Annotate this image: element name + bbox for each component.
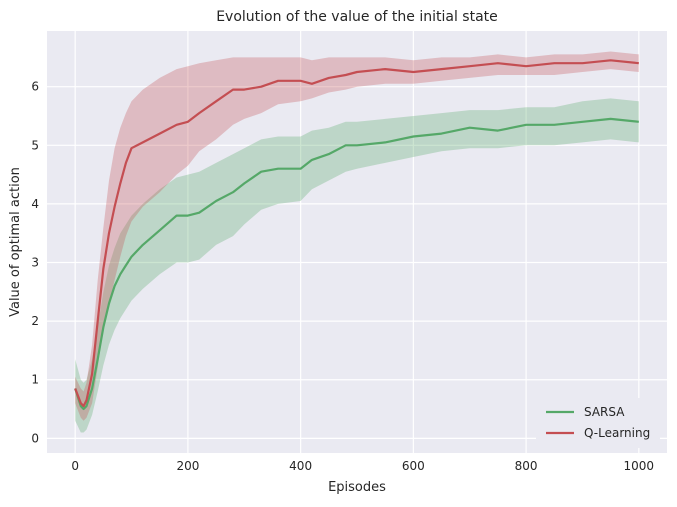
y-tick-label: 4: [31, 197, 39, 211]
chart-title: Evolution of the value of the initial st…: [216, 9, 498, 25]
y-tick-label: 5: [31, 138, 39, 152]
legend-box: [536, 398, 660, 448]
series-lines: [74, 59, 639, 411]
y-tick-label: 1: [31, 373, 39, 387]
x-tick-label: 200: [176, 459, 199, 473]
x-tick-label: 1000: [624, 459, 655, 473]
y-tick-label: 3: [31, 256, 39, 270]
legend: SARSA Q-Learning: [536, 398, 660, 448]
grid-lines: [47, 31, 667, 453]
line-q-learning: [74, 59, 639, 408]
legend-label-sarsa: SARSA: [584, 405, 625, 419]
plot-background: [47, 31, 667, 453]
y-tick-labels: 0 1 2 3 4 5 6: [31, 80, 39, 446]
x-tick-label: 600: [402, 459, 425, 473]
x-tick-label: 0: [71, 459, 79, 473]
y-tick-label: 2: [31, 314, 39, 328]
y-tick-label: 0: [31, 431, 39, 445]
x-tick-label: 400: [289, 459, 312, 473]
legend-label-q-learning: Q-Learning: [584, 426, 650, 440]
x-tick-label: 800: [515, 459, 538, 473]
y-tick-label: 6: [31, 80, 39, 94]
confidence-bands: [75, 51, 639, 433]
x-axis-label: Episodes: [328, 480, 386, 495]
x-tick-labels: 0 200 400 600 800 1000: [71, 459, 654, 473]
band-sarsa: [75, 98, 639, 433]
y-axis-label: Value of optimal action: [8, 167, 23, 317]
line-sarsa: [74, 117, 639, 411]
